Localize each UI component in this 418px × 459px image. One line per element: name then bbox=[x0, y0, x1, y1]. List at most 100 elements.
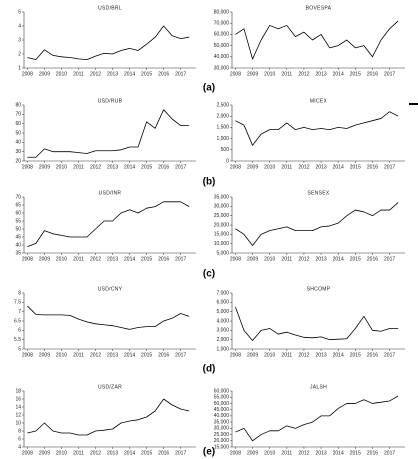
x-tick-label: 2008 bbox=[22, 352, 33, 358]
x-tick-label: 2010 bbox=[264, 164, 275, 170]
y-tick-label: 50,000 bbox=[214, 43, 230, 49]
y-tick-label: 40,000 bbox=[214, 413, 230, 419]
x-tick-label: 2011 bbox=[73, 352, 84, 358]
y-tick-label: 500 bbox=[221, 147, 230, 153]
x-tick-label: 2013 bbox=[107, 256, 118, 262]
y-tick-label: 7.5 bbox=[14, 300, 21, 306]
y-tick-label: 3 bbox=[18, 37, 21, 43]
x-tick-label: 2009 bbox=[247, 256, 258, 262]
y-tick-label: 35,000 bbox=[214, 419, 230, 425]
x-tick-label: 2012 bbox=[298, 450, 309, 456]
panel-label: (c) bbox=[203, 269, 215, 280]
x-tick-label: 2017 bbox=[384, 256, 395, 262]
y-tick-label: 8 bbox=[18, 428, 21, 434]
panel-label: (d) bbox=[203, 364, 216, 375]
y-tick-label: 5.5 bbox=[14, 337, 21, 343]
x-tick-label: 2008 bbox=[230, 256, 241, 262]
y-tick-label: 30,000 bbox=[214, 204, 230, 210]
x-tick-label: 2011 bbox=[73, 164, 84, 170]
x-tick-label: 2014 bbox=[333, 256, 344, 262]
chart-title: USD/RUB bbox=[98, 98, 123, 104]
chart-title: SHCOMP bbox=[307, 286, 331, 292]
x-tick-label: 2011 bbox=[281, 256, 292, 262]
x-tick-label: 2014 bbox=[333, 71, 344, 77]
y-tick-label: 4 bbox=[18, 23, 21, 29]
x-tick-label: 2012 bbox=[298, 71, 309, 77]
x-tick-label: 2016 bbox=[367, 450, 378, 456]
chart-title: BOVESPA bbox=[306, 5, 332, 11]
x-tick-label: 2010 bbox=[56, 450, 67, 456]
series-line bbox=[235, 20, 399, 60]
x-tick-label: 2008 bbox=[22, 164, 33, 170]
x-tick-label: 2017 bbox=[175, 450, 186, 456]
y-tick-label: 7 bbox=[18, 309, 21, 315]
x-tick-label: 2015 bbox=[350, 71, 361, 77]
y-tick-label: 50 bbox=[15, 226, 21, 232]
y-tick-label: 10,000 bbox=[214, 241, 230, 247]
x-tick-label: 2009 bbox=[247, 71, 258, 77]
x-tick-label: 2017 bbox=[384, 352, 395, 358]
x-tick-label: 2012 bbox=[90, 450, 101, 456]
x-tick-label: 2013 bbox=[316, 450, 327, 456]
y-tick-label: 5,000 bbox=[216, 250, 229, 256]
x-tick-label: 2011 bbox=[73, 450, 84, 456]
x-tick-label: 2011 bbox=[281, 164, 292, 170]
y-tick-label: 40,000 bbox=[214, 54, 230, 60]
series-line bbox=[27, 109, 190, 158]
y-tick-label: 2,000 bbox=[216, 114, 229, 120]
chart-title: MICEX bbox=[310, 98, 328, 104]
x-tick-label: 2016 bbox=[367, 256, 378, 262]
y-tick-label: 40 bbox=[15, 140, 21, 146]
y-tick-label: 45,000 bbox=[214, 407, 230, 413]
y-tick-label: 35 bbox=[15, 250, 21, 256]
y-tick-label: 1,000 bbox=[216, 346, 229, 352]
y-tick-label: 4,000 bbox=[216, 318, 229, 324]
panel-label: (e) bbox=[203, 447, 215, 458]
x-tick-label: 2016 bbox=[367, 71, 378, 77]
y-tick-label: 20,000 bbox=[214, 438, 230, 444]
y-tick-label: 30,000 bbox=[214, 426, 230, 432]
y-tick-label: 40 bbox=[15, 242, 21, 248]
x-tick-label: 2011 bbox=[281, 71, 292, 77]
x-tick-label: 2013 bbox=[316, 352, 327, 358]
x-tick-label: 2015 bbox=[141, 256, 152, 262]
x-tick-label: 2008 bbox=[230, 71, 241, 77]
y-tick-label: 60,000 bbox=[214, 388, 230, 394]
series-line bbox=[27, 25, 190, 60]
x-tick-label: 2015 bbox=[350, 352, 361, 358]
x-tick-label: 2010 bbox=[56, 71, 67, 77]
x-tick-label: 2012 bbox=[298, 164, 309, 170]
x-tick-label: 2008 bbox=[230, 164, 241, 170]
x-tick-label: 2009 bbox=[247, 352, 258, 358]
x-tick-label: 2016 bbox=[158, 352, 169, 358]
series-line bbox=[235, 306, 399, 341]
y-tick-label: 70 bbox=[15, 112, 21, 118]
y-tick-label: 4 bbox=[18, 444, 21, 450]
x-tick-label: 2011 bbox=[73, 256, 84, 262]
series-line bbox=[27, 305, 190, 330]
x-tick-label: 2014 bbox=[124, 71, 135, 77]
x-tick-label: 2017 bbox=[175, 71, 186, 77]
y-tick-label: 25,000 bbox=[214, 213, 230, 219]
y-tick-label: 7,000 bbox=[216, 290, 229, 296]
y-tick-label: 6 bbox=[18, 436, 21, 442]
x-tick-label: 2011 bbox=[281, 352, 292, 358]
x-tick-label: 2010 bbox=[264, 352, 275, 358]
y-tick-label: 15,000 bbox=[214, 232, 230, 238]
y-tick-label: 0 bbox=[226, 158, 229, 164]
y-tick-label: 60 bbox=[15, 210, 21, 216]
x-tick-label: 2011 bbox=[281, 450, 292, 456]
y-tick-label: 50,000 bbox=[214, 401, 230, 407]
x-tick-label: 2016 bbox=[367, 164, 378, 170]
y-tick-label: 2,000 bbox=[216, 337, 229, 343]
x-tick-label: 2013 bbox=[316, 164, 327, 170]
series-line bbox=[235, 111, 399, 146]
x-tick-label: 2017 bbox=[175, 164, 186, 170]
x-tick-label: 2015 bbox=[141, 164, 152, 170]
x-tick-label: 2010 bbox=[56, 352, 67, 358]
x-tick-label: 2012 bbox=[90, 352, 101, 358]
y-tick-label: 80,000 bbox=[214, 9, 230, 15]
chart-title: USD/CNY bbox=[98, 286, 123, 292]
x-tick-label: 2017 bbox=[175, 256, 186, 262]
y-tick-label: 2,500 bbox=[216, 102, 229, 108]
